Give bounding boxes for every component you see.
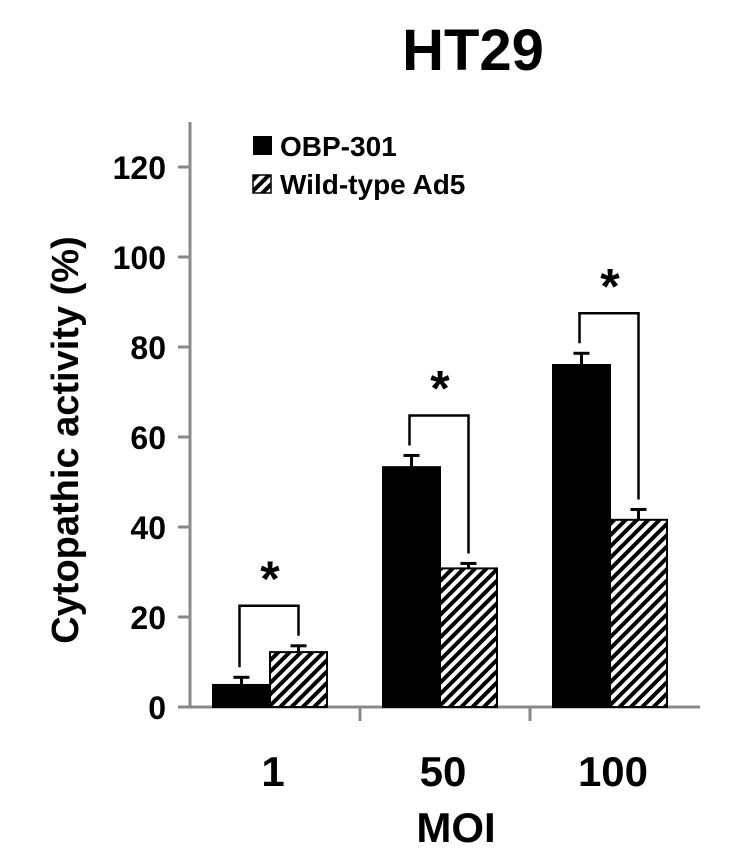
y-tick-label: 0 bbox=[148, 690, 166, 726]
significance-star: * bbox=[430, 360, 450, 416]
y-tick-label: 20 bbox=[130, 600, 166, 636]
significance-bracket bbox=[238, 604, 300, 668]
legend-swatch-wild-type-ad5 bbox=[252, 174, 272, 194]
bar-obp-301 bbox=[382, 466, 441, 708]
y-tick-label: 120 bbox=[113, 150, 166, 186]
x-axis-label: MOI bbox=[416, 804, 495, 850]
x-tick-label: 1 bbox=[261, 748, 284, 795]
y-tick-label: 100 bbox=[113, 240, 166, 276]
x-tick-label: 50 bbox=[420, 748, 467, 795]
legend-label-obp-301: OBP-301 bbox=[280, 131, 397, 162]
legend-swatch-obp-301 bbox=[253, 136, 272, 155]
bar-wild-type-ad5 bbox=[269, 651, 328, 708]
legend: OBP-301 Wild-type Ad5 bbox=[252, 131, 465, 200]
significance-bracket bbox=[408, 414, 470, 554]
significance-star: * bbox=[600, 258, 620, 314]
significance-star: * bbox=[260, 551, 280, 607]
bar-wild-type-ad5 bbox=[439, 567, 498, 709]
significance-bracket bbox=[578, 312, 640, 500]
y-tick-label: 60 bbox=[130, 420, 166, 456]
bar-wild-type-ad5 bbox=[609, 518, 668, 708]
x-tick-label: 100 bbox=[578, 748, 648, 795]
y-axis-label: Cytopathic activity (%) bbox=[45, 236, 87, 644]
bar-obp-301 bbox=[552, 364, 611, 708]
chart-title: HT29 bbox=[402, 18, 544, 83]
bar-obp-301 bbox=[212, 683, 271, 709]
legend-label-wild-type-ad5: Wild-type Ad5 bbox=[280, 169, 465, 200]
y-tick-label: 80 bbox=[130, 330, 166, 366]
y-tick-label: 40 bbox=[130, 510, 166, 546]
